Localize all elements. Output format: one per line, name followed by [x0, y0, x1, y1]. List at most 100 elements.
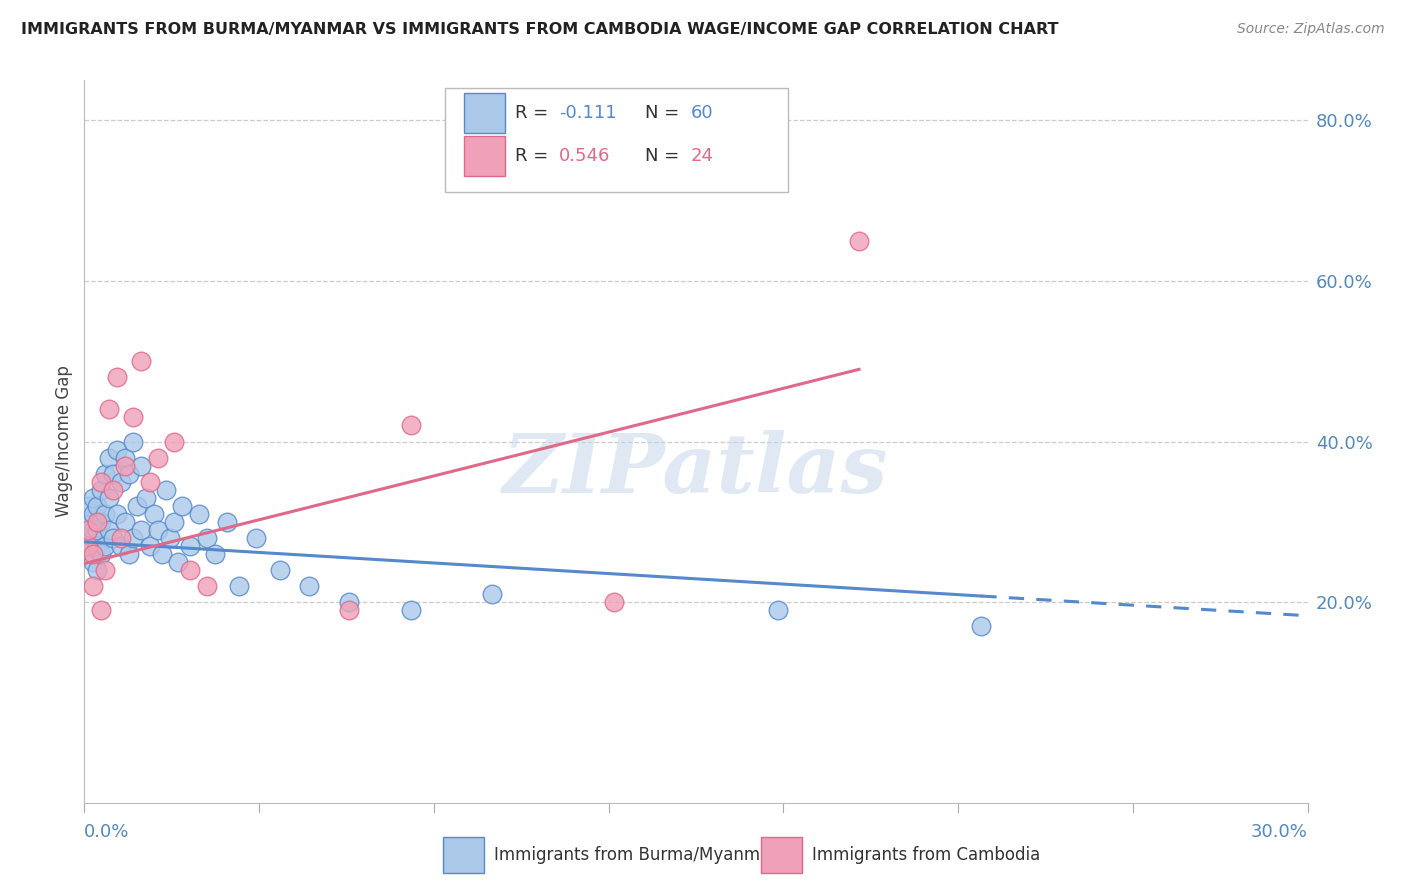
Text: 60: 60	[692, 103, 714, 122]
Point	[122, 434, 145, 449]
Point	[114, 458, 136, 473]
Point	[146, 523, 169, 537]
Point	[101, 467, 124, 481]
Point	[110, 539, 132, 553]
Point	[110, 531, 132, 545]
Point	[82, 555, 104, 569]
Point	[86, 563, 108, 577]
Point	[77, 539, 100, 553]
Point	[399, 418, 422, 433]
Point	[101, 531, 124, 545]
Text: IMMIGRANTS FROM BURMA/MYANMAR VS IMMIGRANTS FROM CAMBODIA WAGE/INCOME GAP CORREL: IMMIGRANTS FROM BURMA/MYANMAR VS IMMIGRA…	[21, 22, 1059, 37]
Point	[195, 579, 218, 593]
Point	[77, 515, 100, 529]
Point	[82, 507, 104, 521]
Point	[97, 491, 120, 505]
Point	[97, 523, 120, 537]
Point	[131, 458, 153, 473]
Point	[101, 483, 124, 497]
Text: Immigrants from Burma/Myanmar: Immigrants from Burma/Myanmar	[494, 846, 778, 863]
Point	[77, 539, 100, 553]
Point	[93, 467, 115, 481]
Point	[97, 450, 120, 465]
Point	[163, 515, 186, 529]
Point	[481, 587, 503, 601]
Point	[339, 603, 361, 617]
Point	[86, 523, 108, 537]
Text: -0.111: -0.111	[560, 103, 617, 122]
Point	[766, 603, 789, 617]
Point	[339, 595, 361, 609]
Point	[93, 539, 115, 553]
Point	[82, 491, 104, 505]
Point	[122, 531, 145, 545]
Point	[217, 515, 239, 529]
Point	[167, 555, 190, 569]
Point	[105, 442, 128, 457]
Point	[131, 523, 153, 537]
Point	[77, 499, 100, 513]
Point	[138, 475, 160, 489]
Text: Immigrants from Cambodia: Immigrants from Cambodia	[813, 846, 1040, 863]
Point	[110, 475, 132, 489]
Point	[90, 483, 112, 497]
Point	[172, 499, 194, 513]
Text: N =: N =	[644, 103, 685, 122]
Text: 24: 24	[692, 147, 714, 165]
Point	[163, 434, 186, 449]
Point	[204, 547, 226, 561]
Y-axis label: Wage/Income Gap: Wage/Income Gap	[55, 366, 73, 517]
FancyBboxPatch shape	[464, 93, 505, 133]
Point	[93, 507, 115, 521]
Point	[118, 547, 141, 561]
Point	[90, 475, 112, 489]
FancyBboxPatch shape	[761, 837, 803, 872]
FancyBboxPatch shape	[443, 837, 484, 872]
Point	[93, 563, 115, 577]
Point	[245, 531, 267, 545]
FancyBboxPatch shape	[446, 87, 787, 193]
Point	[195, 531, 218, 545]
Point	[187, 507, 209, 521]
Point	[82, 579, 104, 593]
Point	[105, 370, 128, 384]
Point	[90, 547, 112, 561]
Point	[146, 450, 169, 465]
Point	[228, 579, 250, 593]
Point	[86, 539, 108, 553]
Point	[603, 595, 626, 609]
Point	[159, 531, 181, 545]
Point	[82, 531, 104, 545]
Point	[114, 515, 136, 529]
Point	[179, 539, 201, 553]
Point	[118, 467, 141, 481]
Point	[114, 450, 136, 465]
Point	[155, 483, 177, 497]
Point	[105, 507, 128, 521]
Point	[298, 579, 321, 593]
Point	[131, 354, 153, 368]
Point	[179, 563, 201, 577]
Text: 0.546: 0.546	[560, 147, 610, 165]
Point	[90, 515, 112, 529]
Point	[77, 523, 100, 537]
Point	[135, 491, 157, 505]
Text: Source: ZipAtlas.com: Source: ZipAtlas.com	[1237, 22, 1385, 37]
FancyBboxPatch shape	[464, 136, 505, 177]
Point	[970, 619, 993, 633]
Point	[122, 410, 145, 425]
Text: 30.0%: 30.0%	[1251, 823, 1308, 841]
Point	[86, 499, 108, 513]
Point	[150, 547, 173, 561]
Text: 0.0%: 0.0%	[84, 823, 129, 841]
Point	[82, 523, 104, 537]
Point	[848, 234, 870, 248]
Text: ZIPatlas: ZIPatlas	[503, 431, 889, 510]
Point	[97, 402, 120, 417]
Point	[127, 499, 149, 513]
Point	[399, 603, 422, 617]
Point	[82, 547, 104, 561]
Point	[142, 507, 165, 521]
Text: N =: N =	[644, 147, 685, 165]
Point	[138, 539, 160, 553]
